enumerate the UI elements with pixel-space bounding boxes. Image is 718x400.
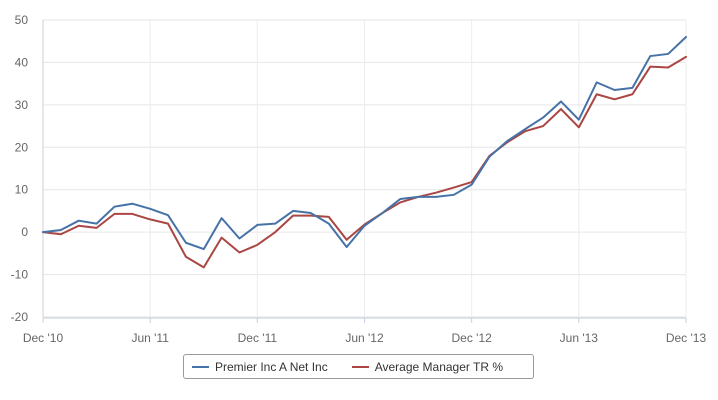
x-tick-label: Jun '11 [131, 331, 169, 345]
y-tick-label: 50 [15, 13, 29, 27]
y-tick-label: -20 [11, 310, 29, 324]
legend-swatch-average-manager [351, 365, 369, 368]
legend-label-average-manager: Average Manager TR % [374, 359, 504, 374]
x-tick-label: Dec '11 [238, 331, 278, 345]
x-tick-label: Jun '12 [345, 331, 384, 345]
legend: Premier Inc A Net Inc Average Manager TR… [183, 354, 534, 379]
x-tick-label: Dec '10 [23, 331, 64, 345]
y-axis: 50 40 30 20 10 0 -10 -20 [11, 13, 44, 324]
y-tick-label: 30 [15, 98, 29, 112]
y-tick-label: 10 [15, 183, 29, 197]
legend-item-average-manager[interactable]: Average Manager TR % [351, 359, 504, 374]
y-tick-label: 0 [21, 225, 28, 239]
x-axis: Dec '10 Jun '11 Dec '11 Jun '12 Dec '12 Jun '… [23, 317, 707, 345]
series-line-average-manager [42, 55, 687, 269]
grid-lines [42, 19, 687, 318]
y-tick-label: 40 [15, 55, 29, 69]
legend-label-premier: Premier Inc A Net Inc [215, 359, 328, 374]
series-lines [42, 35, 687, 269]
x-tick-label: Dec '12 [452, 331, 493, 345]
legend-item-premier[interactable]: Premier Inc A Net Inc [192, 360, 328, 374]
x-tick-label: Jun '13 [560, 331, 599, 345]
y-tick-label: 20 [15, 140, 29, 154]
legend-swatch-premier [192, 365, 209, 368]
x-tick-label: Dec '13 [666, 331, 707, 345]
y-tick-label: -10 [11, 268, 29, 282]
series-line-premier [42, 35, 687, 251]
